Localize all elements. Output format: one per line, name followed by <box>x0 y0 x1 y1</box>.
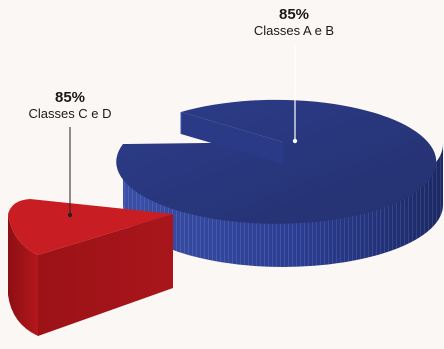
data-label-a-b-value: 85% <box>278 6 310 23</box>
slice-classes-a-e-b <box>116 99 443 267</box>
slice-c-d-side <box>8 214 38 336</box>
leader-dot-a-b <box>292 138 298 144</box>
data-label-a-b: 85% Classes A e B <box>236 6 352 39</box>
slice-a-b-side-texture <box>123 144 443 267</box>
leader-dot-c-d <box>67 212 73 218</box>
data-label-a-b-name: Classes A e B <box>253 23 335 38</box>
slice-a-b-cut-face <box>181 112 283 164</box>
slice-c-d-top <box>8 199 173 255</box>
data-label-c-d-value: 85% <box>54 89 86 106</box>
data-label-c-d-name: Classes C e D <box>28 106 112 121</box>
slice-c-d-cut-face <box>38 214 173 336</box>
slice-classes-c-e-d <box>8 199 173 336</box>
data-label-c-d: 85% Classes C e D <box>12 89 128 122</box>
